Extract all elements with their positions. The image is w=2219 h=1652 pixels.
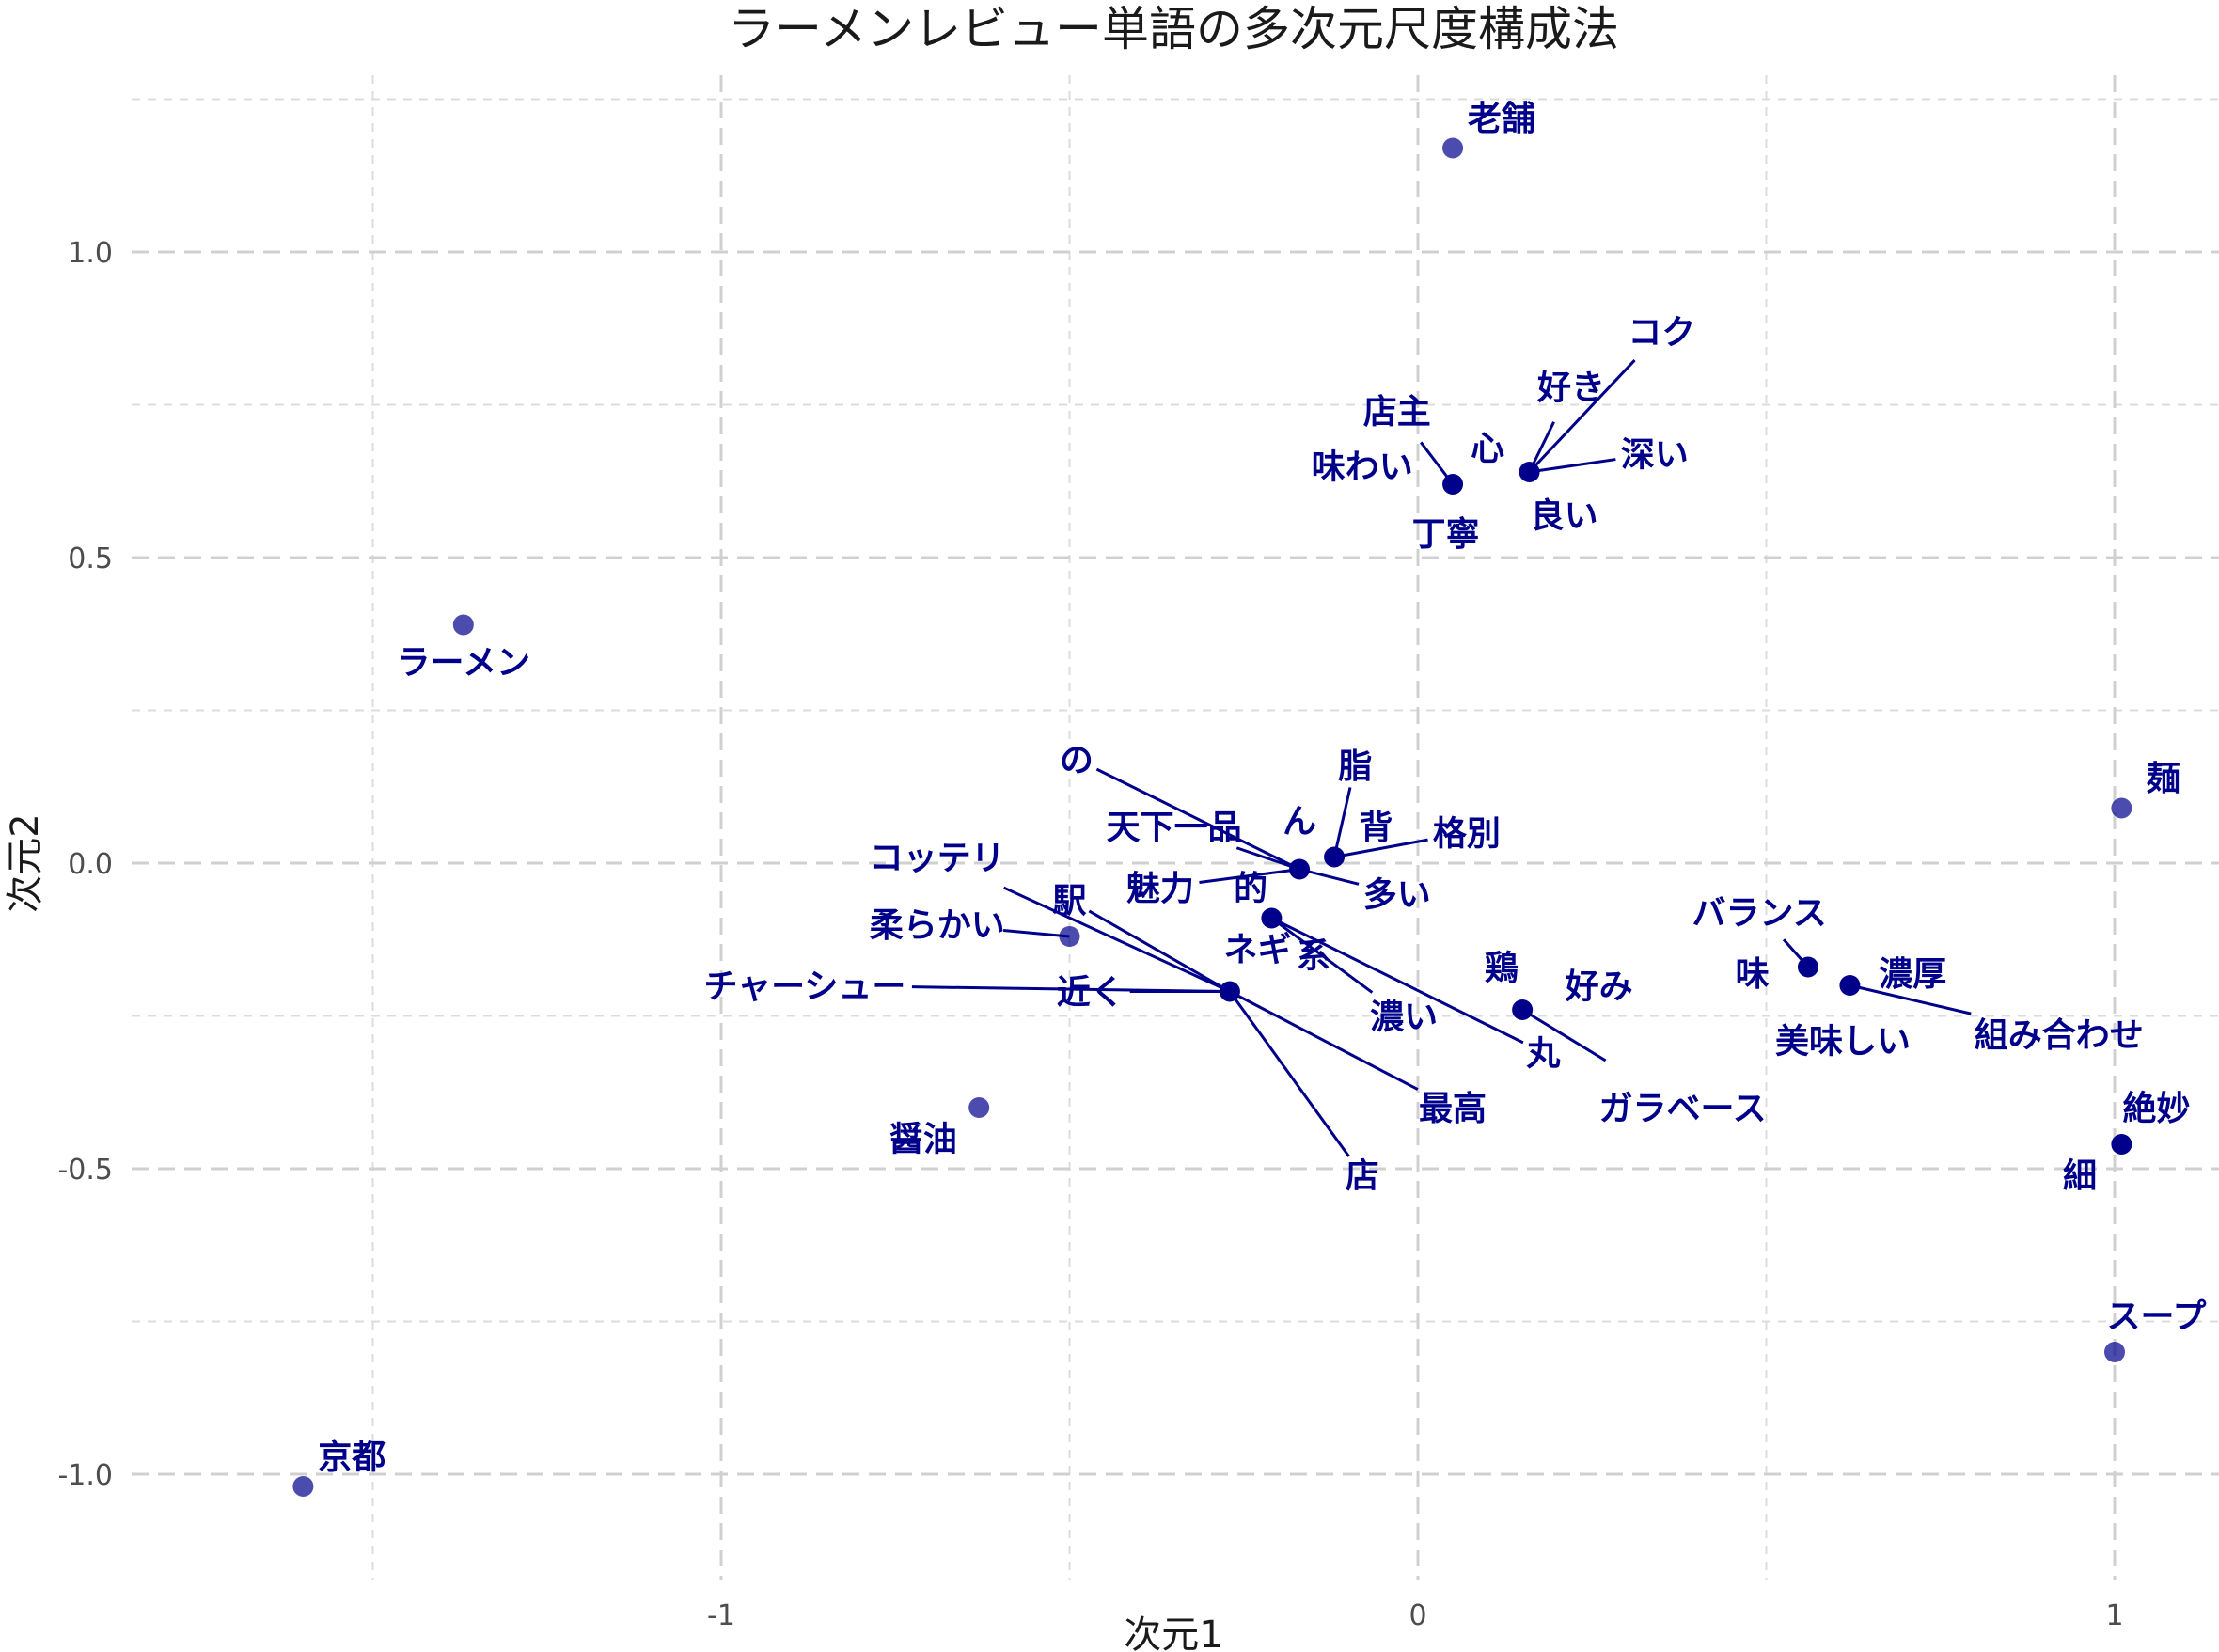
y-tick-label: 0.5 <box>68 543 113 575</box>
point-label: コク <box>1628 314 1695 353</box>
point-label: 組み合わせ <box>1975 1016 2144 1055</box>
x-axis-title: 次元1 <box>1124 1613 1222 1652</box>
point-label: 多い <box>1363 876 1431 915</box>
point-label: バランス <box>1692 894 1826 933</box>
point-labels: 老舗店主味わい丁寧コク好き深い心良いラーメン麺脂背 格別の天下一品 ん魅力的多い系濃… <box>318 100 2206 1477</box>
point-label: 系 <box>1297 937 1330 976</box>
point-label: 細 <box>2063 1157 2097 1196</box>
point-label: 美味しい <box>1775 1023 1911 1062</box>
point-label: 好き <box>1536 369 1605 407</box>
y-tick-label: 0.0 <box>68 848 113 881</box>
leader-line <box>1199 868 1300 885</box>
point-label: ん <box>1283 803 1316 842</box>
leader-line <box>1521 1008 1607 1062</box>
point-label: 深い <box>1621 436 1689 475</box>
point-label: 心 <box>1471 430 1504 468</box>
data-point <box>1289 858 1311 880</box>
data-point <box>1059 926 1080 947</box>
data-point <box>1839 975 1861 996</box>
x-tick-label: -1 <box>707 1599 735 1632</box>
leader-line <box>1088 909 1231 993</box>
point-label: 最高 <box>1419 1090 1487 1128</box>
y-axis-title: 次元2 <box>4 813 47 912</box>
point-label: 醤油 <box>889 1121 957 1159</box>
point-label: ガラベース <box>1598 1090 1766 1128</box>
data-points <box>292 137 2132 1497</box>
data-point <box>1261 907 1283 929</box>
leader-line <box>1529 458 1616 474</box>
data-point <box>1512 999 1534 1020</box>
point-label: 好み <box>1565 968 1633 1006</box>
point-label: 丁寧 <box>1412 515 1480 554</box>
point-label: 柔らかい <box>870 906 1005 945</box>
x-tick-label: 0 <box>1409 1599 1426 1632</box>
point-label: ネギ <box>1224 931 1292 969</box>
point-label: 店主 <box>1363 393 1431 432</box>
leader-line <box>1002 886 1231 993</box>
data-point <box>1442 474 1464 495</box>
leader-line <box>1002 929 1070 938</box>
point-label: 味わい <box>1312 448 1413 487</box>
point-label: 背 <box>1360 809 1393 847</box>
data-point <box>1219 981 1240 1002</box>
leader-line <box>1849 983 1972 1015</box>
data-point <box>1324 846 1346 868</box>
point-label: 天下一品 <box>1107 809 1242 847</box>
point-label: 濃い <box>1370 999 1438 1037</box>
point-label: 麺 <box>2146 760 2180 798</box>
leader-line <box>1270 917 1374 994</box>
leader-line <box>1235 846 1300 871</box>
point-label: コッテリ <box>870 840 1005 878</box>
tick-labels: -1 0 1 -1.0 -0.5 0.0 0.5 1.0 <box>57 237 2123 1632</box>
point-label: 濃厚 <box>1879 955 1946 994</box>
point-label: 鶏 <box>1485 950 1519 988</box>
y-tick-label: 1.0 <box>68 237 113 270</box>
point-label: 丸 <box>1525 1035 1560 1074</box>
data-point <box>292 1476 314 1497</box>
point-label: 京都 <box>318 1438 386 1477</box>
leader-line <box>1332 787 1352 857</box>
point-label: 脂 <box>1338 747 1372 786</box>
leader-line <box>1528 359 1636 474</box>
point-label: の <box>1060 742 1094 780</box>
chart-title: ラーメンレビュー単語の多次元尺度構成法 <box>728 2 1619 56</box>
data-point <box>1442 137 1464 159</box>
data-point <box>452 614 474 636</box>
y-tick-label: -1.0 <box>57 1459 113 1492</box>
leader-line <box>1333 838 1428 858</box>
point-label: チャーシュー <box>703 968 905 1006</box>
data-point <box>1519 462 1540 482</box>
point-label: 店 <box>1346 1157 1379 1196</box>
leader-line <box>1229 990 1419 1091</box>
point-label: 絶妙 <box>2122 1089 2190 1128</box>
y-tick-label: -0.5 <box>57 1154 113 1187</box>
x-tick-label: 1 <box>2105 1599 2123 1632</box>
point-label: 格別 <box>1433 815 1501 854</box>
point-label: 良い <box>1531 497 1598 536</box>
data-point <box>968 1097 990 1118</box>
data-point <box>2104 1342 2125 1362</box>
point-label: 老舗 <box>1468 100 1535 138</box>
leader-line <box>1228 990 1350 1157</box>
point-label: スープ <box>2107 1298 2207 1336</box>
point-label: 味 <box>1736 955 1770 994</box>
grid <box>132 75 2219 1580</box>
point-label: 近く <box>1057 974 1125 1013</box>
point-label: 駅 <box>1052 882 1086 920</box>
leader-line <box>1270 917 1524 1045</box>
data-point <box>2111 1134 2132 1155</box>
leader-line <box>1095 767 1300 871</box>
point-label: 魅力 <box>1126 870 1194 908</box>
point-label: 的 <box>1234 870 1267 908</box>
point-label: ラーメン <box>397 644 531 683</box>
data-point <box>2111 797 2132 819</box>
data-point <box>1797 956 1818 978</box>
